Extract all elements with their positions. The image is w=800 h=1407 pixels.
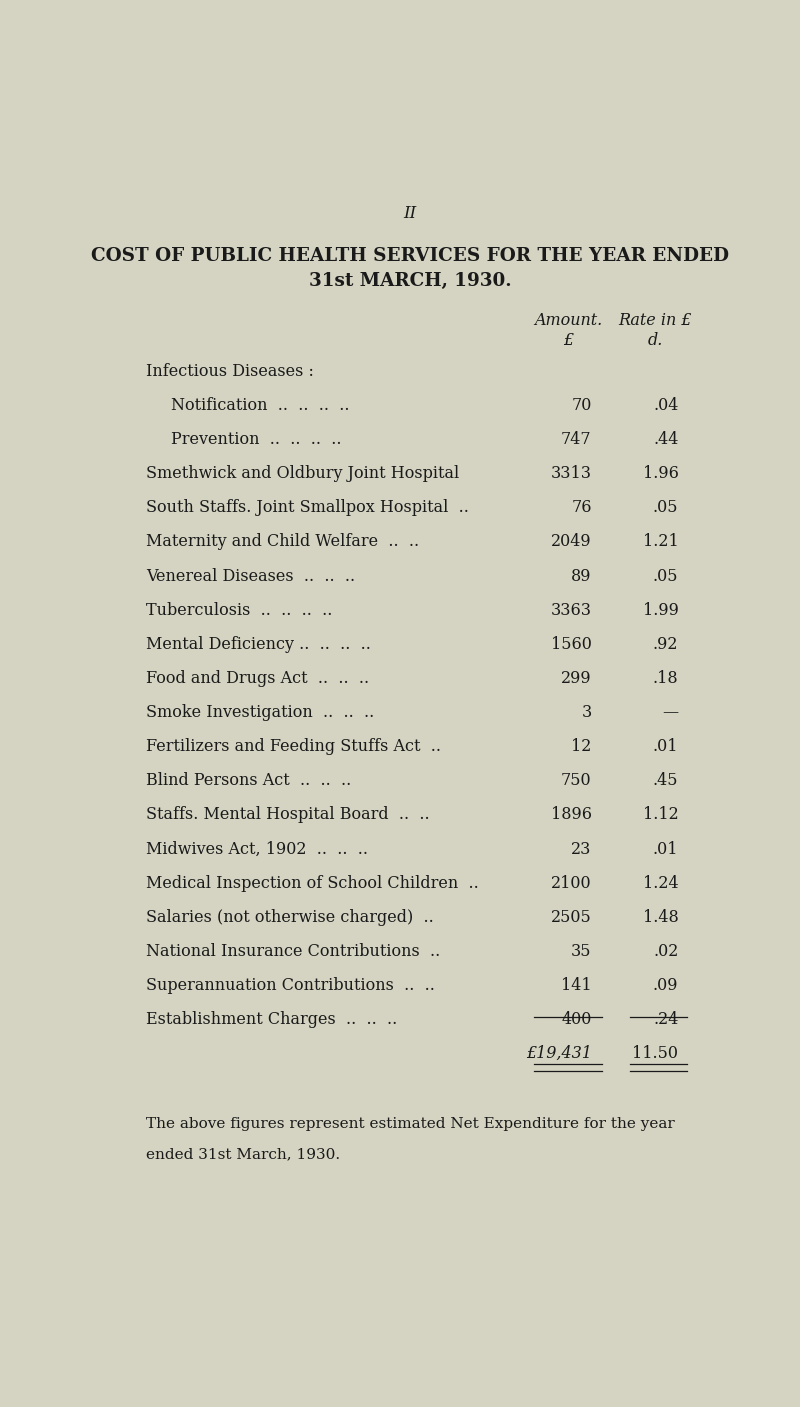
Text: 1.99: 1.99 (642, 602, 678, 619)
Text: 2100: 2100 (551, 875, 592, 892)
Text: .92: .92 (653, 636, 678, 653)
Text: 3: 3 (582, 704, 592, 720)
Text: £: £ (563, 332, 573, 349)
Text: 1.12: 1.12 (642, 806, 678, 823)
Text: Mental Deficiency ..  ..  ..  ..: Mental Deficiency .. .. .. .. (146, 636, 371, 653)
Text: Rate in £: Rate in £ (618, 312, 692, 329)
Text: Blind Persons Act  ..  ..  ..: Blind Persons Act .. .. .. (146, 772, 352, 789)
Text: £19,431: £19,431 (526, 1045, 592, 1062)
Text: 31st MARCH, 1930.: 31st MARCH, 1930. (309, 272, 511, 290)
Text: 3313: 3313 (550, 466, 592, 483)
Text: Maternity and Child Welfare  ..  ..: Maternity and Child Welfare .. .. (146, 533, 420, 550)
Text: Infectious Diseases :: Infectious Diseases : (146, 363, 314, 380)
Text: .01: .01 (653, 739, 678, 756)
Text: 89: 89 (571, 567, 592, 584)
Text: 141: 141 (561, 976, 592, 995)
Text: Fertilizers and Feeding Stuffs Act  ..: Fertilizers and Feeding Stuffs Act .. (146, 739, 442, 756)
Text: 750: 750 (561, 772, 592, 789)
Text: .05: .05 (653, 567, 678, 584)
Text: COST OF PUBLIC HEALTH SERVICES FOR THE YEAR ENDED: COST OF PUBLIC HEALTH SERVICES FOR THE Y… (91, 246, 729, 265)
Text: South Staffs. Joint Smallpox Hospital  ..: South Staffs. Joint Smallpox Hospital .. (146, 499, 470, 516)
Text: Medical Inspection of School Children  ..: Medical Inspection of School Children .. (146, 875, 479, 892)
Text: 1560: 1560 (550, 636, 592, 653)
Text: Salaries (not otherwise charged)  ..: Salaries (not otherwise charged) .. (146, 909, 434, 926)
Text: 70: 70 (571, 397, 592, 414)
Text: d.: d. (647, 332, 662, 349)
Text: The above figures represent estimated Net Expenditure for the year: The above figures represent estimated Ne… (146, 1117, 675, 1131)
Text: 12: 12 (571, 739, 592, 756)
Text: .02: .02 (653, 943, 678, 960)
Text: —: — (662, 704, 678, 720)
Text: 1.21: 1.21 (642, 533, 678, 550)
Text: II: II (403, 204, 417, 221)
Text: Smethwick and Oldbury Joint Hospital: Smethwick and Oldbury Joint Hospital (146, 466, 460, 483)
Text: 1.96: 1.96 (642, 466, 678, 483)
Text: Smoke Investigation  ..  ..  ..: Smoke Investigation .. .. .. (146, 704, 374, 720)
Text: 1896: 1896 (550, 806, 592, 823)
Text: .45: .45 (653, 772, 678, 789)
Text: .24: .24 (653, 1012, 678, 1029)
Text: .05: .05 (653, 499, 678, 516)
Text: 35: 35 (571, 943, 592, 960)
Text: 23: 23 (571, 840, 592, 857)
Text: 76: 76 (571, 499, 592, 516)
Text: 1.24: 1.24 (643, 875, 678, 892)
Text: 299: 299 (561, 670, 592, 687)
Text: .09: .09 (653, 976, 678, 995)
Text: .01: .01 (653, 840, 678, 857)
Text: Midwives Act, 1902  ..  ..  ..: Midwives Act, 1902 .. .. .. (146, 840, 369, 857)
Text: 2505: 2505 (551, 909, 592, 926)
Text: Prevention  ..  ..  ..  ..: Prevention .. .. .. .. (171, 431, 342, 447)
Text: Food and Drugs Act  ..  ..  ..: Food and Drugs Act .. .. .. (146, 670, 370, 687)
Text: .04: .04 (653, 397, 678, 414)
Text: 747: 747 (561, 431, 592, 447)
Text: Notification  ..  ..  ..  ..: Notification .. .. .. .. (171, 397, 350, 414)
Text: Staffs. Mental Hospital Board  ..  ..: Staffs. Mental Hospital Board .. .. (146, 806, 430, 823)
Text: Tuberculosis  ..  ..  ..  ..: Tuberculosis .. .. .. .. (146, 602, 333, 619)
Text: .18: .18 (653, 670, 678, 687)
Text: Amount.: Amount. (534, 312, 602, 329)
Text: ended 31st March, 1930.: ended 31st March, 1930. (146, 1147, 341, 1161)
Text: Superannuation Contributions  ..  ..: Superannuation Contributions .. .. (146, 976, 435, 995)
Text: National Insurance Contributions  ..: National Insurance Contributions .. (146, 943, 441, 960)
Text: 11.50: 11.50 (633, 1045, 678, 1062)
Text: 1.48: 1.48 (642, 909, 678, 926)
Text: 2049: 2049 (551, 533, 592, 550)
Text: 400: 400 (562, 1012, 592, 1029)
Text: .44: .44 (653, 431, 678, 447)
Text: Establishment Charges  ..  ..  ..: Establishment Charges .. .. .. (146, 1012, 398, 1029)
Text: 3363: 3363 (550, 602, 592, 619)
Text: Venereal Diseases  ..  ..  ..: Venereal Diseases .. .. .. (146, 567, 356, 584)
